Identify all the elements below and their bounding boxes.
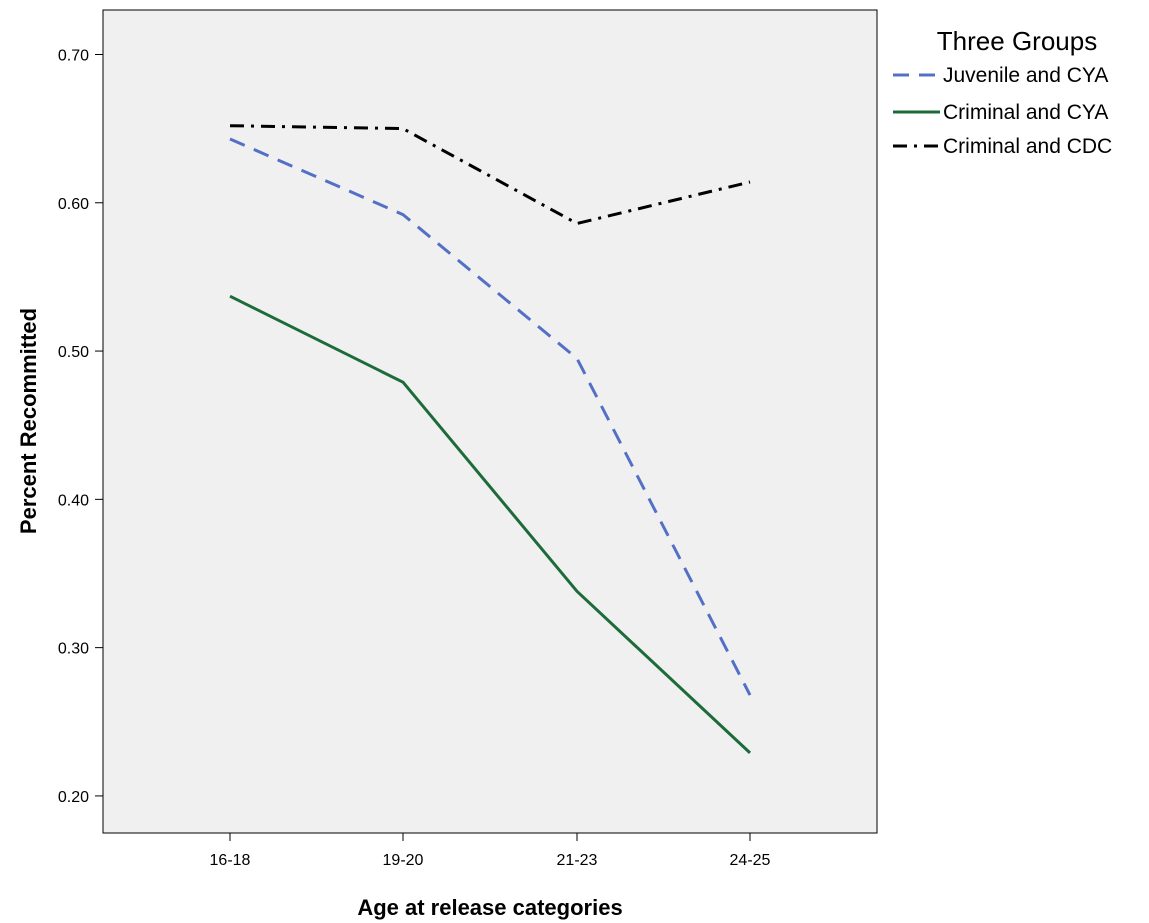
- legend: Three Groups Juvenile and CYA Criminal an…: [893, 26, 1112, 158]
- x-axis-title: Age at release categories: [357, 895, 622, 920]
- y-tick-label: 0.60: [58, 196, 89, 213]
- y-tick-label: 0.40: [58, 492, 89, 509]
- y-tick-label: 0.20: [58, 789, 89, 806]
- y-axis-title: Percent Recommitted: [16, 308, 41, 534]
- series-line-1: [229, 137, 752, 696]
- x-tick-label: 19-20: [383, 852, 424, 869]
- x-tick-label: 24-25: [730, 852, 771, 869]
- x-tick-label: 16-18: [210, 852, 251, 869]
- legend-title: Three Groups: [937, 26, 1097, 56]
- series-line-2: [229, 294, 752, 754]
- y-tick-label: 0.30: [58, 641, 89, 658]
- x-tick-label: 21-23: [557, 852, 598, 869]
- x-axis: 16-18 19-20 21-23 24-25: [210, 833, 771, 869]
- y-tick-label: 0.50: [58, 344, 89, 361]
- y-tick-label: 0.70: [58, 47, 89, 64]
- series-lines: [229, 124, 752, 754]
- y-axis: 0.20 0.30 0.40 0.50 0.60 0.70: [58, 47, 103, 806]
- legend-item-label: Juvenile and CYA: [943, 64, 1108, 87]
- legend-item-label: Criminal and CYA: [943, 101, 1108, 124]
- legend-item-label: Criminal and CDC: [943, 135, 1112, 158]
- plot-area: [102, 9, 878, 834]
